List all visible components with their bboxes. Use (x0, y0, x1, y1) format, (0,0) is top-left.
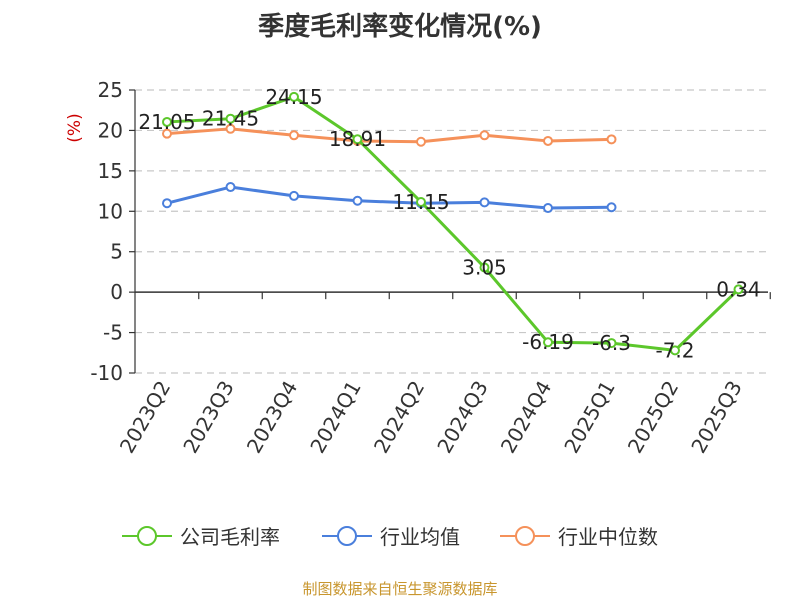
x-tick-label: 2025Q1 (559, 377, 619, 458)
y-tick-label: -5 (103, 321, 123, 345)
y-axis-label: (%) (65, 113, 85, 142)
series-line-2 (166, 127, 612, 144)
x-tick-label: 2025Q3 (686, 377, 746, 458)
legend-label: 公司毛利率 (180, 525, 280, 549)
grid-lines (135, 89, 768, 374)
data-point (479, 197, 490, 208)
x-tick-label: 2023Q2 (115, 377, 175, 458)
data-label: -7.2 (655, 338, 694, 362)
data-point (352, 134, 363, 145)
legend-swatch-marker (337, 526, 357, 546)
data-point (162, 198, 172, 209)
data-source-note: 制图数据来自恒生聚源数据库 (302, 580, 498, 598)
data-point (479, 130, 490, 141)
x-tick-label: 2024Q4 (496, 377, 556, 458)
data-point (543, 203, 553, 214)
data-label: 18.91 (329, 127, 386, 151)
y-tick-label: -10 (90, 361, 123, 385)
series-layer (162, 91, 744, 356)
data-point (225, 182, 236, 193)
x-tick-label: 2023Q4 (242, 377, 302, 458)
data-point (289, 190, 299, 201)
y-tick-label: 10 (98, 199, 123, 223)
legend: 公司毛利率 行业均值 行业中位数 (122, 525, 658, 549)
data-point (543, 135, 553, 146)
y-tick-label: 20 (98, 118, 123, 142)
y-tick-label: 0 (110, 280, 123, 304)
legend-swatch-marker (137, 526, 157, 546)
data-point (225, 123, 236, 134)
data-point (479, 262, 490, 273)
data-point (225, 113, 236, 124)
series-line-0 (166, 95, 740, 352)
data-label: 11.15 (392, 190, 449, 214)
data-label: 0.34 (716, 277, 761, 301)
x-tick-label: 2024Q1 (305, 377, 365, 458)
chart-title: 季度毛利率变化情况(%) (258, 12, 542, 42)
x-tick-label: 2025Q2 (623, 377, 683, 458)
legend-label: 行业均值 (380, 525, 460, 549)
data-label: 21.05 (138, 110, 195, 134)
data-label: 3.05 (462, 255, 507, 279)
data-point (162, 128, 172, 139)
legend-swatch-marker (515, 526, 535, 546)
data-point (289, 130, 299, 141)
data-point (416, 196, 426, 207)
data-label: 21.45 (202, 107, 259, 131)
data-label: -6.3 (592, 331, 631, 355)
x-tick-label: 2024Q2 (369, 377, 429, 458)
data-point (606, 134, 617, 145)
y-tick-label: 15 (98, 159, 123, 183)
data-point (162, 116, 172, 127)
x-tick-label: 2023Q3 (178, 377, 238, 458)
data-point (606, 202, 617, 213)
legend-label: 行业中位数 (558, 525, 658, 549)
series-line-1 (166, 185, 612, 210)
data-point (670, 345, 680, 356)
x-tick-label: 2024Q3 (432, 377, 492, 458)
data-point (543, 337, 553, 348)
y-tick-label: 25 (98, 78, 123, 102)
data-point (352, 195, 363, 206)
data-point (733, 284, 744, 295)
data-point (289, 91, 299, 102)
data-label: 24.15 (265, 85, 322, 109)
y-tick-label: 5 (110, 240, 123, 264)
data-label: -6.19 (522, 330, 574, 354)
data-point (606, 338, 617, 349)
data-point (416, 136, 426, 147)
